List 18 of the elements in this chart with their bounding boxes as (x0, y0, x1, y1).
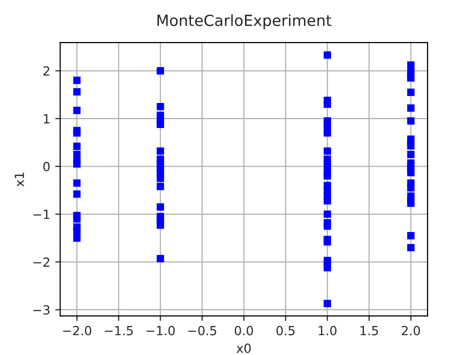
y-tick-label: −1 (33, 210, 50, 219)
y-tick-label: −2 (33, 257, 50, 267)
x-tick-label: −1.5 (104, 326, 133, 336)
x-tick-label: 0.5 (276, 326, 294, 336)
x-axis-title: x0 (236, 344, 251, 353)
x-tick-label: −2.0 (63, 326, 92, 336)
y-axis-title: x1 (14, 172, 24, 187)
x-tick-label: 2.0 (402, 326, 420, 336)
y-tick-label: 2 (43, 66, 50, 76)
chart-title: MonteCarloExperiment (157, 14, 332, 30)
y-tick-label: −3 (33, 305, 50, 315)
x-tick-label: 1.0 (318, 326, 336, 336)
x-tick-label: 0.0 (234, 326, 253, 336)
x-tick-label: −1.0 (146, 326, 175, 336)
x-tick-label: −0.5 (188, 326, 216, 336)
y-tick-label: 0 (43, 162, 50, 172)
x-tick-label: 1.5 (360, 326, 378, 336)
y-tick-label: 1 (44, 114, 50, 124)
